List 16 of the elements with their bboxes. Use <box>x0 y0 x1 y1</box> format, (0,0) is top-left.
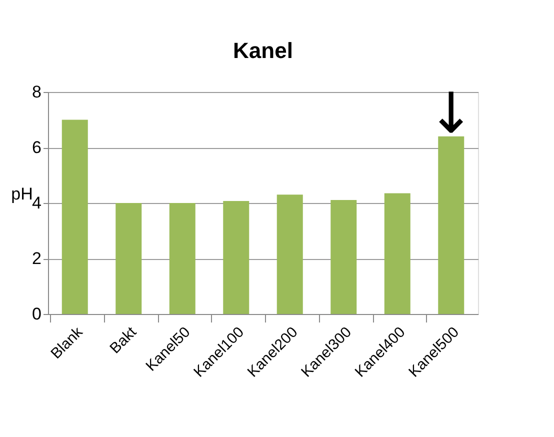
chart-title: Kanel <box>233 38 293 63</box>
bar <box>169 203 196 314</box>
y-tick-label: 4 <box>32 194 42 212</box>
bar <box>276 194 303 314</box>
annotation: ↓ <box>428 81 475 146</box>
bar <box>330 200 357 314</box>
bar <box>438 136 464 314</box>
y-axis-title: pH <box>11 184 33 204</box>
y-tick-label: 0 <box>32 304 42 324</box>
y-tick-label: 6 <box>32 138 42 157</box>
bar <box>223 201 250 314</box>
y-tick-label: 2 <box>32 249 42 268</box>
bar <box>384 193 410 314</box>
y-tick-label: 8 <box>32 82 42 102</box>
bar <box>116 203 142 314</box>
bar <box>62 120 88 314</box>
